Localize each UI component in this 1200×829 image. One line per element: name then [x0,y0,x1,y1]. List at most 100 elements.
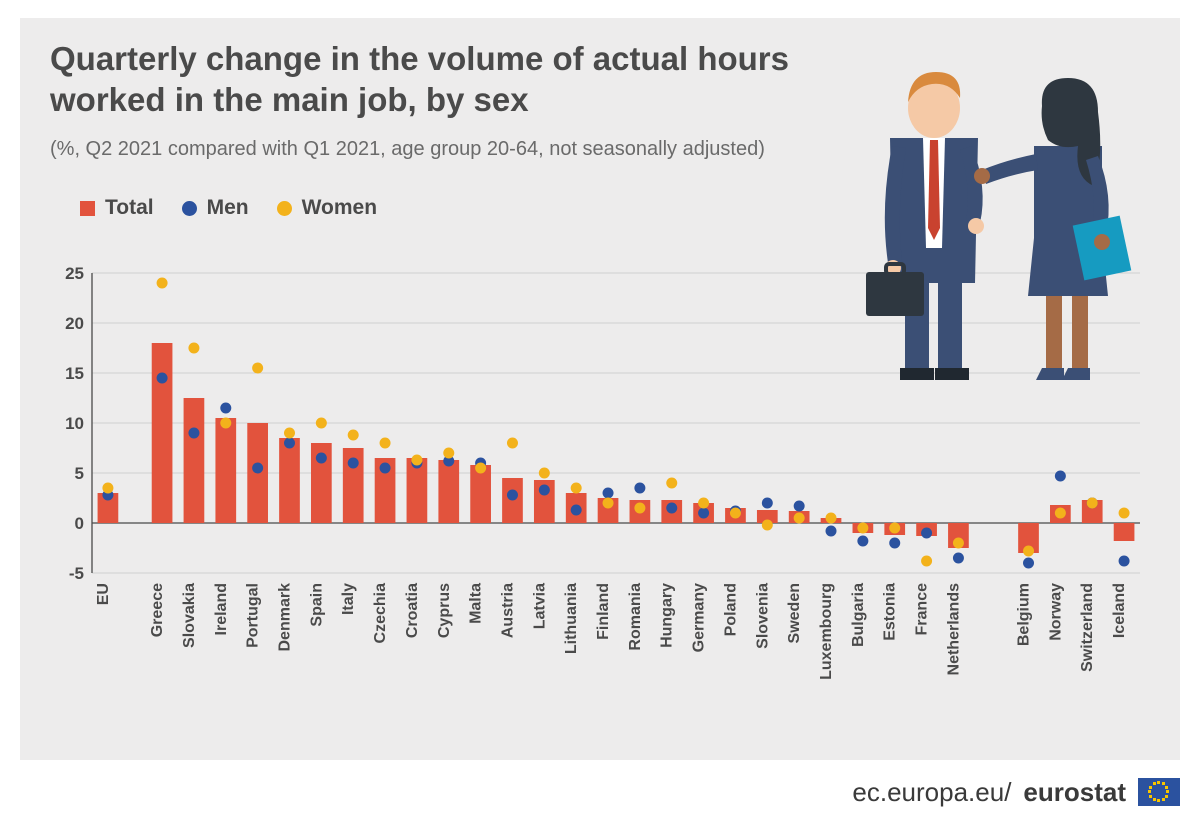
marker-men [188,428,199,439]
marker-men [921,528,932,539]
marker-women [157,278,168,289]
marker-women [188,343,199,354]
marker-men [284,438,295,449]
marker-men [666,503,677,514]
marker-women [1087,498,1098,509]
legend-label-total: Total [105,196,154,220]
marker-women [102,483,113,494]
svg-text:25: 25 [65,264,84,283]
category-label: Estonia [882,583,899,641]
chart-panel: Quarterly change in the volume of actual… [20,18,1180,760]
category-label: Hungary [659,583,676,648]
marker-men [507,490,518,501]
legend-item-women: Women [277,196,377,220]
legend-item-total: Total [80,196,154,220]
marker-men [539,485,550,496]
category-label: Italy [340,583,357,615]
category-label: Malta [468,583,485,624]
legend-swatch-total [80,201,95,216]
marker-men [794,501,805,512]
marker-women [443,448,454,459]
category-label: EU [95,583,112,605]
category-label: Lithuania [563,583,580,654]
marker-men [857,536,868,547]
marker-men [252,463,263,474]
marker-women [921,556,932,567]
marker-men [220,403,231,414]
svg-text:5: 5 [75,464,84,483]
footer-domain: ec.europa.eu/ [852,777,1011,808]
category-label: Slovakia [181,583,198,648]
bar [215,418,236,523]
svg-text:0: 0 [75,514,84,533]
legend-swatch-women [277,201,292,216]
category-label: Sweden [786,583,803,643]
legend: Total Men Women [80,196,377,220]
category-label: Finland [595,583,612,640]
category-label: Germany [691,583,708,652]
bar [184,398,205,523]
category-label: Switzerland [1079,583,1096,672]
marker-men [316,453,327,464]
marker-women [953,538,964,549]
svg-text:10: 10 [65,414,84,433]
marker-men [698,508,709,519]
marker-women [698,498,709,509]
category-label: Slovenia [754,583,771,649]
bar [438,460,459,523]
svg-text:15: 15 [65,364,84,383]
bar [470,465,491,523]
marker-men [1119,556,1130,567]
footer-brand: eurostat [1023,777,1126,808]
marker-women [666,478,677,489]
category-label: Ireland [213,583,230,635]
marker-women [475,463,486,474]
eu-flag-icon [1138,778,1180,806]
category-label: Netherlands [945,583,962,676]
marker-women [539,468,550,479]
legend-label-women: Women [302,196,377,220]
marker-men [157,373,168,384]
marker-women [380,438,391,449]
marker-men [348,458,359,469]
marker-men [1023,558,1034,569]
category-label: France [914,583,931,636]
marker-women [252,363,263,374]
marker-women [730,508,741,519]
svg-text:-5: -5 [69,564,84,583]
category-label: Iceland [1111,583,1128,638]
category-label: Cyprus [436,583,453,638]
marker-women [220,418,231,429]
marker-women [603,498,614,509]
category-label: Bulgaria [850,583,867,647]
category-label: Greece [149,583,166,637]
category-label: Denmark [276,583,293,652]
category-label: Latvia [531,583,548,629]
svg-text:20: 20 [65,314,84,333]
marker-men [953,553,964,564]
marker-men [571,505,582,516]
category-label: Portugal [245,583,262,648]
legend-swatch-men [182,201,197,216]
marker-women [571,483,582,494]
category-label: Norway [1047,583,1064,641]
chart-title: Quarterly change in the volume of actual… [50,38,830,121]
category-label: Spain [308,583,325,627]
marker-men [603,488,614,499]
marker-women [1055,508,1066,519]
marker-women [826,513,837,524]
marker-men [762,498,773,509]
marker-women [316,418,327,429]
bar [152,343,173,523]
people-illustration-icon [810,28,1170,388]
marker-women [762,520,773,531]
marker-women [284,428,295,439]
marker-men [826,526,837,537]
marker-men [380,463,391,474]
marker-women [1119,508,1130,519]
legend-item-men: Men [182,196,249,220]
marker-women [857,523,868,534]
marker-women [794,513,805,524]
bar [279,438,300,523]
marker-men [889,538,900,549]
